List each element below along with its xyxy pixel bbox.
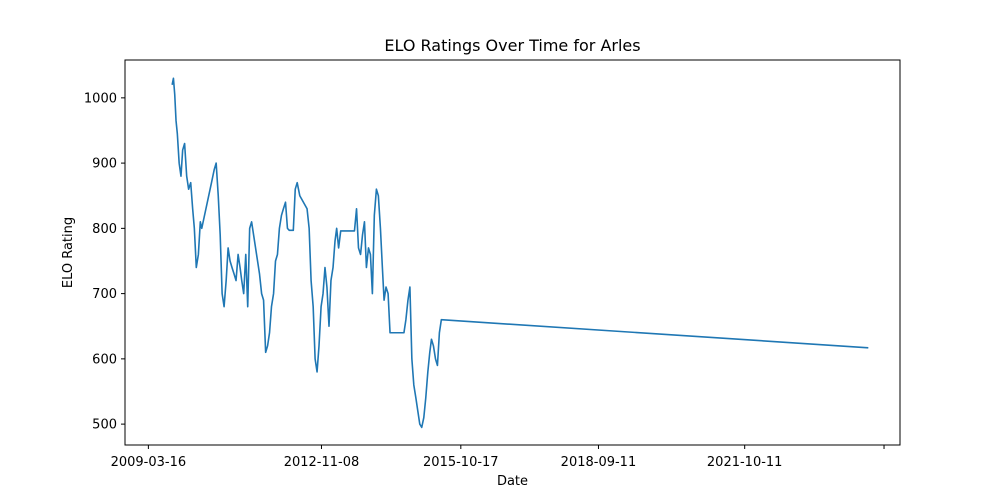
y-tick-label: 700 [92,287,117,302]
x-tick-label: 2015-10-17 [423,455,499,470]
y-axis-label: ELO Rating [61,217,76,288]
y-tick-label: 500 [92,418,117,433]
y-tick-label: 800 [92,222,117,237]
x-tick-label: 2018-09-11 [561,455,637,470]
plot-area [125,60,900,445]
x-axis-ticks: 2009-03-16 2012-11-08 2015-10-17 2018-09-11… [111,445,885,470]
x-axis-label: Date [497,474,528,489]
plot-frame [124,59,901,446]
y-tick-label: 1000 [84,91,117,106]
series-layer [171,77,869,429]
x-tick-label: 2012-11-08 [284,455,360,470]
y-axis-ticks: 500 600 700 800 900 1000 [84,91,125,433]
x-tick-label: 2009-03-16 [111,455,187,470]
x-tick-label: 2021-10-11 [707,455,783,470]
series-line-0 [171,77,869,429]
y-tick-label: 900 [92,157,117,172]
chart-title: ELO Ratings Over Time for Arles [384,36,640,55]
y-tick-label: 600 [92,352,117,367]
